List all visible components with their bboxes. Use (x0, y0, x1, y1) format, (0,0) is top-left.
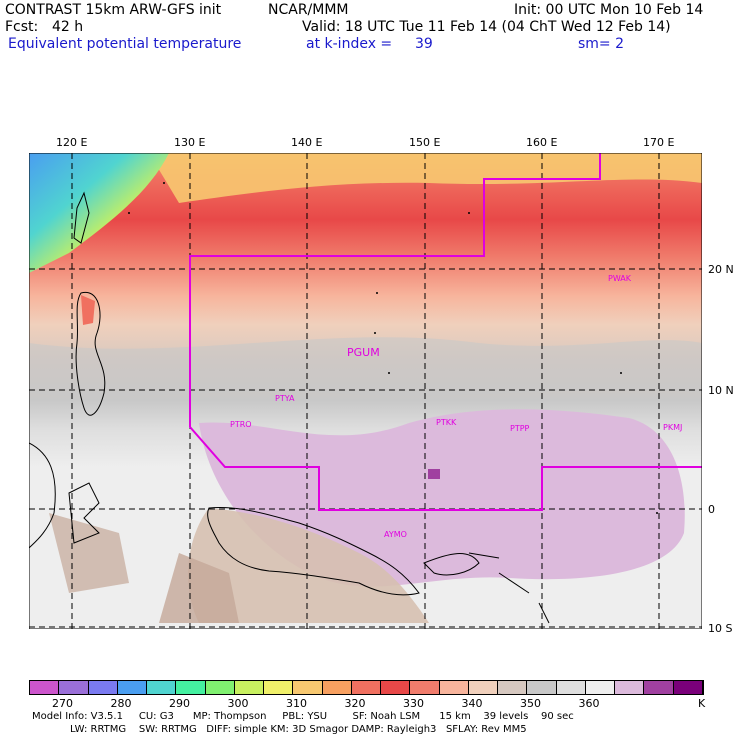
fir-boundary (189, 153, 702, 511)
station-ptpp: PTPP (510, 424, 530, 433)
lat-lon-grid (29, 153, 702, 629)
colorbar-tick-label: 280 (110, 697, 132, 710)
colorbar-swatch (556, 681, 586, 694)
station-pgum: PGUM (347, 346, 380, 359)
colorbar-swatch (59, 681, 89, 694)
field-name: Equivalent potential temperature (8, 36, 242, 52)
org-label: NCAR/MMM (268, 2, 349, 18)
colorbar-swatch (468, 681, 499, 694)
new-guinea-outline (207, 506, 420, 596)
level-value: 39 (415, 36, 433, 52)
colorbar-swatch (527, 681, 557, 694)
lon-label-140e: 140 E (291, 136, 323, 149)
colorbar-swatch (498, 681, 528, 694)
forecast-label: Fcst: (5, 19, 39, 35)
new-guinea-land (188, 508, 429, 623)
colorbar-tick-label: 340 (461, 697, 483, 710)
station-pkmj: PKMJ (663, 423, 683, 432)
colorbar-swatch (147, 681, 177, 694)
lon-label-120e: 120 E (56, 136, 88, 149)
colorbar-tick-label: 350 (520, 697, 541, 710)
colorbar-swatch (205, 681, 235, 694)
colorbar-tick-label: 330 (403, 697, 424, 710)
station-ptkk: PTKK (436, 418, 457, 427)
colorbar-swatch (293, 681, 323, 694)
plot-title: CONTRAST 15km ARW-GFS init (5, 2, 222, 18)
colorbar-swatch (673, 681, 703, 694)
colorbar-tick-label: 320 (344, 697, 366, 710)
lon-label-170e: 170 E (643, 136, 675, 149)
colorbar-tick-label: 290 (169, 697, 190, 710)
station-ptro: PTRO (230, 420, 252, 429)
colorbar-swatch (88, 681, 118, 694)
colorbar-swatch (264, 681, 294, 694)
cold-air-region (29, 153, 169, 273)
station-ptya: PTYA (275, 394, 295, 403)
taiwan-outline (73, 191, 90, 244)
colorbar (29, 680, 704, 695)
colorbar-swatch (439, 681, 469, 694)
colorbar-swatch (322, 681, 352, 694)
lat-label-10n: 10 N (708, 384, 734, 397)
init-time: Init: 00 UTC Mon 10 Feb 14 (514, 2, 704, 18)
colorbar-tick-label: 360 (578, 697, 600, 710)
colorbar-unit: K (698, 697, 706, 710)
lon-label-150e: 150 E (409, 136, 441, 149)
colorbar-swatch (234, 681, 265, 694)
colorbar-tick-label: 300 (227, 697, 249, 710)
smoothing-label: sm= 2 (578, 36, 625, 52)
model-info-line2: LW: RRTMG SW: RRTMG DIFF: simple KM: 3D … (70, 724, 527, 735)
colorbar-tick-label: 270 (52, 697, 73, 710)
colorbar-swatch (30, 681, 60, 694)
map-panel (29, 153, 702, 629)
lat-label-equator: 0 (708, 503, 715, 516)
colorbar-swatch (351, 681, 382, 694)
colorbar-swatch (585, 681, 616, 694)
colorbar-swatch (381, 681, 411, 694)
colorbar-swatch (117, 681, 148, 694)
lon-label-160e: 160 E (526, 136, 558, 149)
station-pwak: PWAK (608, 274, 632, 283)
philippines-outline (75, 291, 106, 416)
colorbar-tick-label: 310 (286, 697, 307, 710)
lon-label-130e: 130 E (174, 136, 206, 149)
forecast-hour: 42 h (52, 19, 84, 35)
map-canvas (29, 153, 702, 629)
colorbar-swatch (615, 681, 645, 694)
colorbar-swatch (176, 681, 206, 694)
colorbar-swatch (410, 681, 440, 694)
level-label: at k-index = (306, 36, 393, 52)
colorbar-swatch (644, 681, 674, 694)
lat-label-10s: 10 S (708, 622, 733, 635)
lat-label-20n: 20 N (708, 263, 734, 276)
station-aymo: AYMO (384, 530, 407, 539)
valid-time: Valid: 18 UTC Tue 11 Feb 14 (04 ChT Wed … (302, 19, 671, 35)
model-info-line1: Model Info: V3.5.1 CU: G3 MP: Thompson P… (32, 711, 574, 722)
